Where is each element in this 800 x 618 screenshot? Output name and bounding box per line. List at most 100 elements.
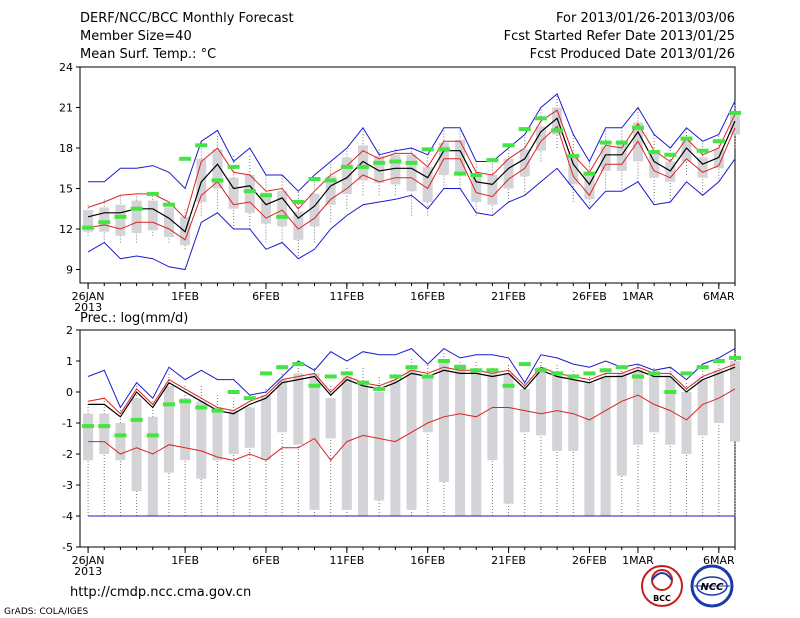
temp-observed-marker [373,160,386,165]
temp-box [487,175,498,205]
precip-ytick-label: -2 [62,448,73,461]
temp-observed-marker [179,156,192,161]
temp-observed-marker [146,191,159,196]
precip-box [277,379,288,433]
temp-xtick-label: 16FEB [410,290,445,303]
temp-observed-marker [534,116,547,121]
header-produced-date: Fcst Produced Date 2013/01/26 [530,47,735,62]
temp-observed-marker [227,164,240,169]
precip-box [131,398,142,492]
temp-observed-marker [162,202,175,207]
precip-ytick-label: -3 [62,479,73,492]
temp-box [535,126,546,151]
temp-box [649,153,660,178]
temp-box [341,157,352,194]
precip-observed-marker [437,359,450,363]
temp-observed-marker [114,214,127,219]
precip-observed-marker [631,374,644,379]
precip-box [99,413,110,454]
precip-ytick-label: -5 [62,541,73,554]
precip-observed-marker [615,365,628,370]
temp-observed-marker [454,171,467,176]
precip-xtick-label: 1MAR [622,554,654,567]
temp-box [374,156,385,184]
temp-observed-marker [276,214,289,219]
temp-observed-marker [729,110,741,115]
precip-box [260,395,271,461]
precip-box [390,379,401,516]
precip-box [309,373,320,510]
precip-observed-marker [98,424,111,429]
precip-observed-marker [130,417,143,422]
precip-observed-marker [696,365,709,370]
precip-observed-marker [146,433,159,438]
temp-upper-line [87,109,736,220]
precip-mean-line [88,366,736,418]
precip-observed-marker [664,390,677,394]
precip-box [341,376,352,510]
temp-box [390,154,401,185]
precip-observed-marker [82,424,95,429]
temp-box [665,161,676,182]
precip-xtick-label: 21FEB [491,554,526,567]
temp-box [568,157,579,185]
temp-box [147,200,158,231]
precip-box [115,423,126,461]
temp-box [131,200,142,234]
precip-box [632,370,643,445]
header-start-date: Fcst Started Refer Date 2013/01/25 [504,29,735,44]
precip-ytick-label: -1 [62,417,73,430]
temp-max-line [88,93,736,192]
temp-observed-marker [502,143,515,148]
precip-box [244,407,255,448]
precip-xtick-label: 26JAN [72,554,105,567]
temp-observed-marker [648,150,661,155]
temp-lower-line [88,125,736,241]
temp-box [260,192,271,224]
temp-ytick-label: 21 [59,102,73,115]
temp-xtick-label: 21FEB [491,290,526,303]
temp-xtick-label: 6FEB [252,290,280,303]
precip-box [293,373,304,445]
precip-observed-marker [551,371,564,376]
temp-observed-marker [259,193,272,198]
precip-xtick-label: 1FEB [171,554,199,567]
temp-box [600,146,611,171]
precip-observed-marker [712,359,725,363]
precip-box [147,416,158,516]
precip-observed-marker [648,371,661,376]
temp-observed-marker [130,206,143,211]
precip-xtick-label: 6FEB [252,554,280,567]
precip-observed-marker [292,362,305,367]
temp-box [196,158,207,202]
temp-box [83,210,94,232]
precip-box [406,367,417,510]
precip-observed-marker [259,371,272,376]
precip-xtick-sublabel: 2013 [74,565,102,578]
precip-observed-marker [114,433,127,438]
temp-observed-marker [437,147,450,152]
temp-observed-marker [405,160,418,165]
precip-lower-line [88,388,736,461]
precip-box [374,392,385,501]
precip-observed-marker [243,396,256,401]
precip-observed-marker [324,374,337,379]
precip-observed-marker [227,390,240,394]
temp-observed-marker [211,178,224,183]
header-variable: Mean Surf. Temp.: °C [80,47,216,62]
temp-observed-marker [599,140,612,145]
precip-box [697,379,708,436]
temp-box [228,177,239,209]
bcc-logo-text: BCC [653,594,671,603]
precip-observed-marker [357,380,370,385]
temp-observed-marker [518,127,531,132]
footer-url: http://cmdp.ncc.cma.gov.cn [70,585,251,600]
temp-box [309,193,320,227]
precip-observed-marker [340,371,353,376]
precip-observed-marker [211,408,224,413]
temp-observed-marker [680,136,693,141]
temp-xtick-label: 26JAN [72,290,105,303]
precip-ytick-label: -4 [62,510,73,523]
